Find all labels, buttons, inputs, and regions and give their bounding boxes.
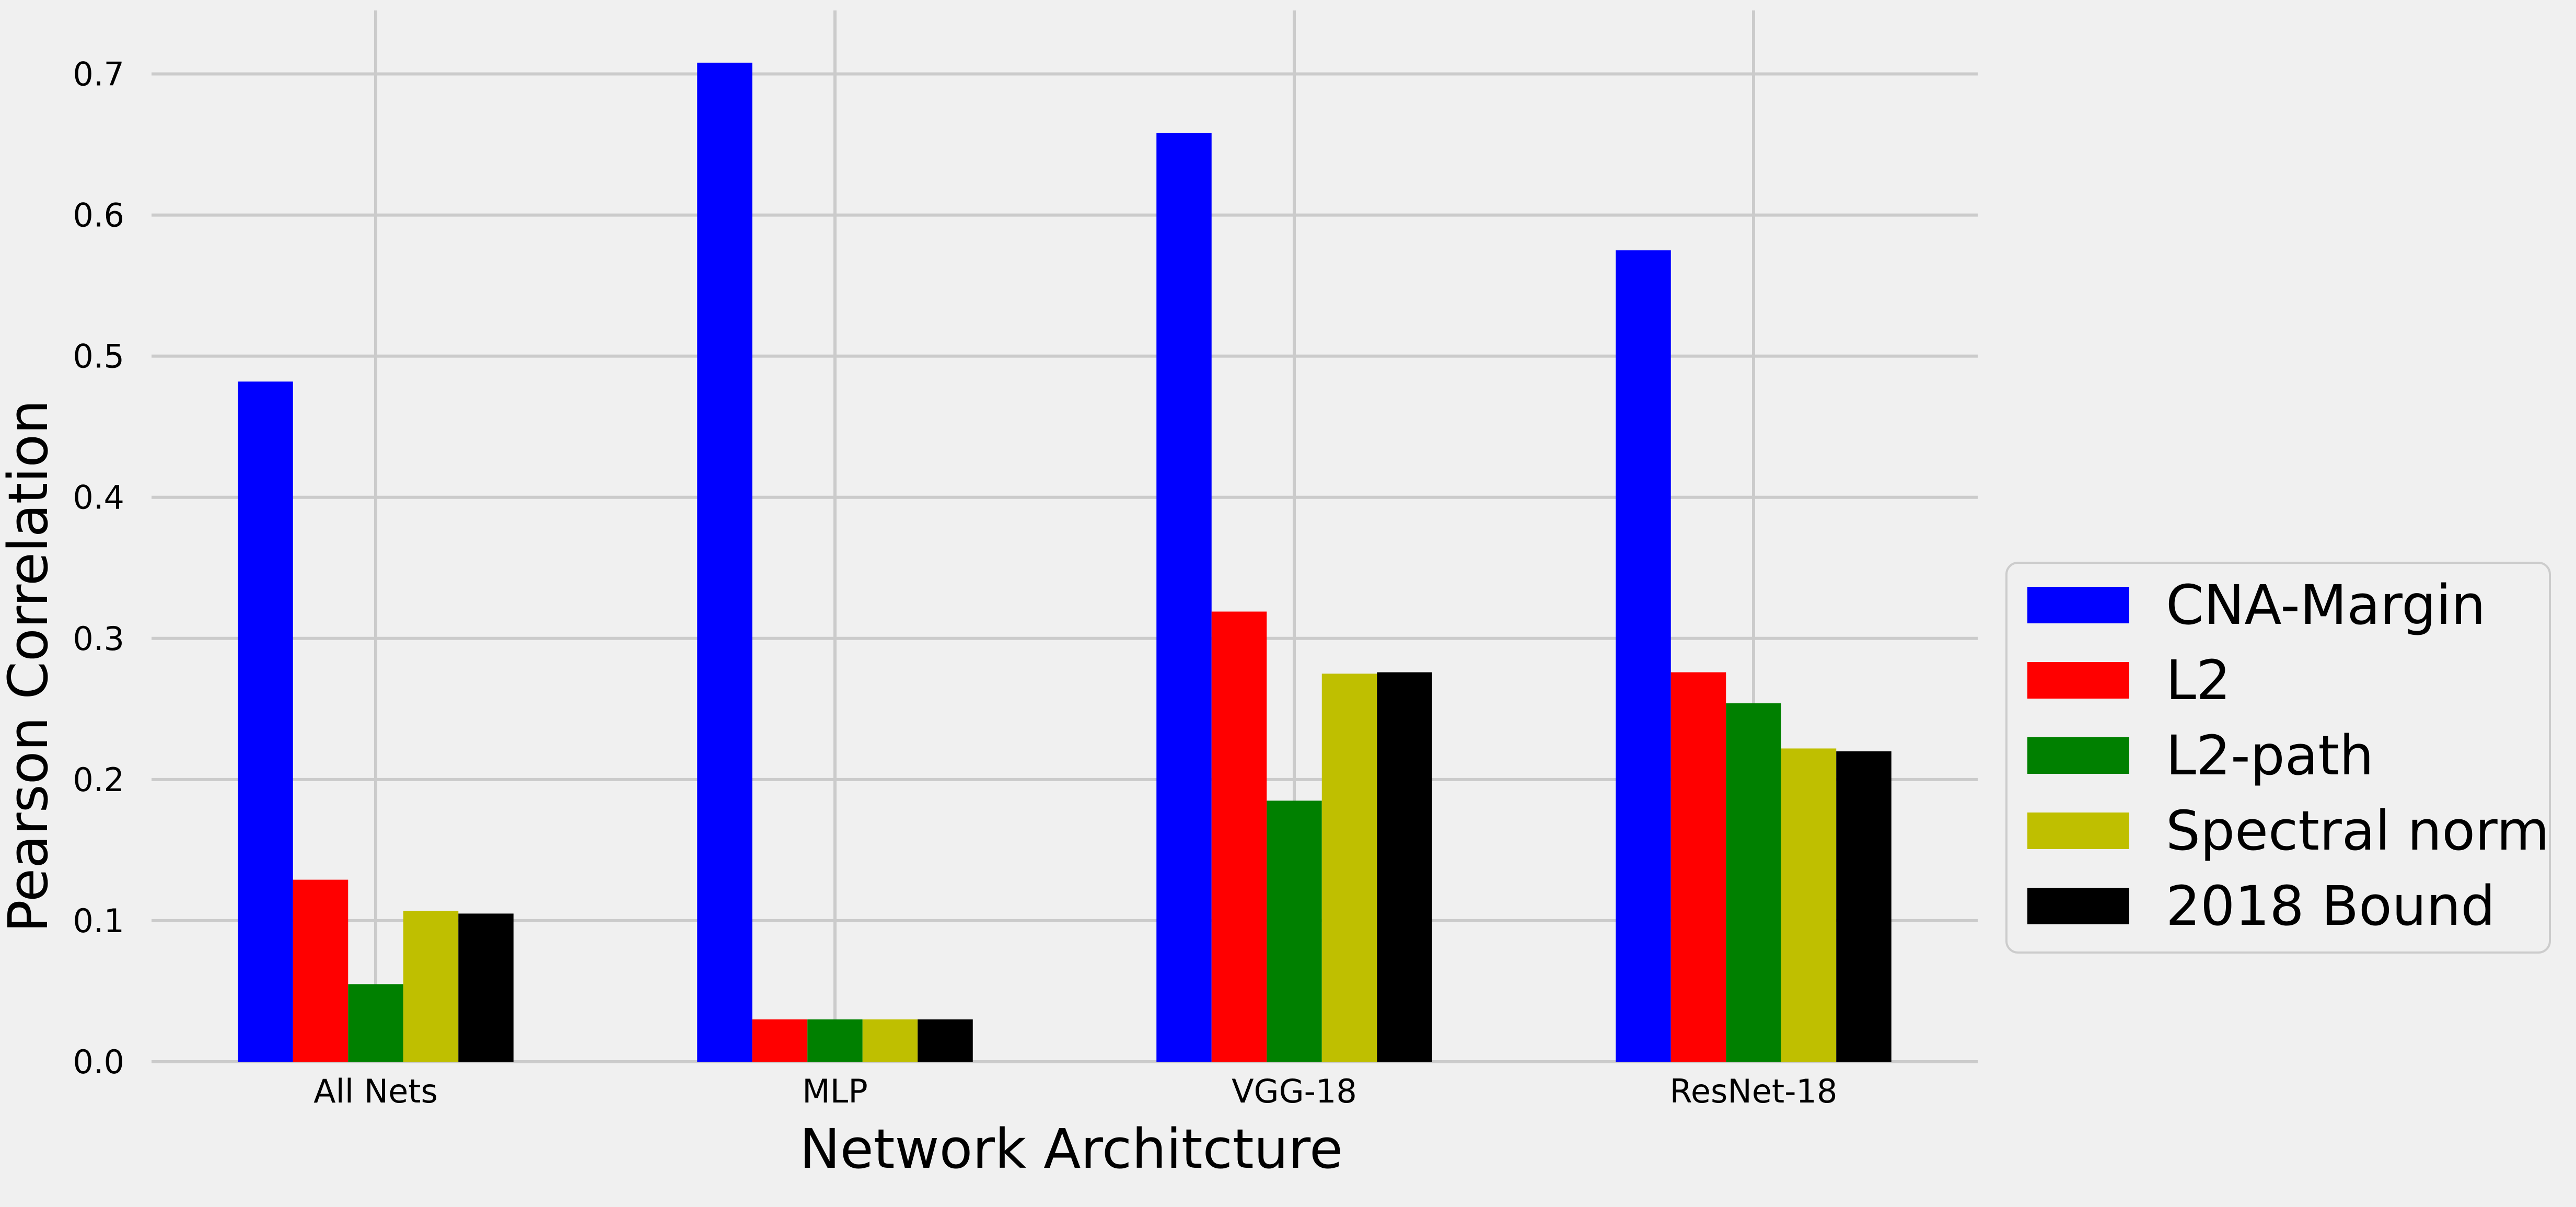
y-tick-label: 0.3 bbox=[73, 620, 124, 658]
bar bbox=[1616, 250, 1671, 1062]
bar bbox=[862, 1019, 918, 1062]
y-tick-label: 0.5 bbox=[73, 338, 124, 376]
bars bbox=[238, 62, 1892, 1062]
bar bbox=[1836, 751, 1892, 1062]
y-tick-label: 0.2 bbox=[73, 761, 124, 799]
legend-swatch bbox=[2027, 813, 2129, 849]
bar bbox=[697, 62, 752, 1062]
legend-swatch bbox=[2027, 662, 2129, 699]
legend-swatch bbox=[2027, 737, 2129, 774]
x-tick-label: ResNet-18 bbox=[1670, 1072, 1838, 1110]
bar bbox=[1156, 133, 1212, 1062]
bar bbox=[293, 879, 349, 1062]
bar bbox=[1211, 611, 1267, 1062]
bar bbox=[807, 1019, 863, 1062]
y-tick-label: 0.4 bbox=[73, 479, 124, 517]
legend-label: CNA-Margin bbox=[2166, 573, 2486, 637]
bar bbox=[918, 1019, 973, 1062]
bar bbox=[403, 911, 459, 1062]
y-tick-label: 0.7 bbox=[73, 55, 124, 94]
bar bbox=[1670, 672, 1726, 1062]
legend-swatch bbox=[2027, 587, 2129, 623]
bar bbox=[752, 1019, 808, 1062]
x-tick-label: VGG-18 bbox=[1232, 1072, 1357, 1110]
y-tick-label: 0.0 bbox=[73, 1043, 124, 1081]
bar bbox=[348, 984, 403, 1062]
legend-label: L2-path bbox=[2166, 724, 2374, 787]
legend-label: 2018 Bound bbox=[2166, 874, 2496, 938]
x-tick-label: MLP bbox=[802, 1072, 867, 1110]
bar bbox=[1781, 748, 1837, 1062]
bar bbox=[238, 381, 293, 1062]
legend-label: L2 bbox=[2166, 648, 2231, 712]
legend-label: Spectral norm bbox=[2166, 799, 2549, 863]
bar bbox=[1267, 800, 1322, 1062]
legend-swatch bbox=[2027, 888, 2129, 924]
legend: CNA-Margin L2 L2-path Spectral norm 2018 Bou… bbox=[2005, 562, 2551, 954]
legend-frame bbox=[2005, 562, 2551, 954]
y-axis-title: Pearson Correlation bbox=[0, 400, 60, 933]
bar bbox=[1377, 672, 1432, 1062]
bar bbox=[1321, 674, 1377, 1062]
x-tick-label: All Nets bbox=[314, 1072, 438, 1110]
tick-labels: 0.0 0.1 0.2 0.3 0.4 0.5 0.6 0.7 All Nets MLP VGG-1… bbox=[73, 55, 1837, 1110]
bar bbox=[1726, 703, 1781, 1062]
x-axis-title: Network Architcture bbox=[799, 1117, 1343, 1181]
y-tick-label: 0.1 bbox=[73, 902, 124, 940]
y-tick-label: 0.6 bbox=[73, 196, 124, 235]
bar bbox=[458, 913, 514, 1062]
